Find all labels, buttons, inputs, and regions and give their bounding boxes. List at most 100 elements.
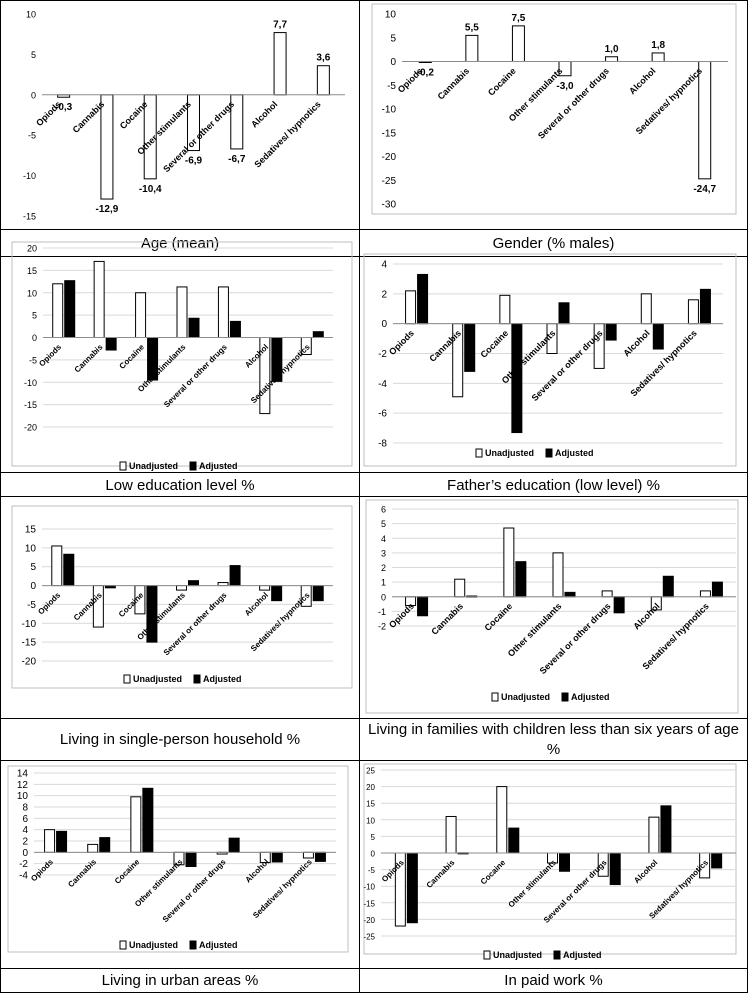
y-tick-label: 0 (381, 319, 387, 330)
y-tick-label: -8 (378, 439, 387, 450)
category-label: Other stimulants (506, 601, 564, 659)
adjusted-bar (188, 317, 200, 339)
unadjusted-bar (87, 843, 99, 853)
chart-frame (363, 253, 737, 467)
y-tick-label: 15 (25, 525, 37, 536)
adjusted-bar (63, 553, 75, 587)
legend-label-unadjusted: Unadjusted (133, 674, 182, 684)
bar-several-or-other-drugs (605, 56, 619, 62)
adjusted-bar (613, 596, 625, 614)
y-tick-label: 5 (30, 562, 36, 573)
y-tick-label: -15 (382, 128, 397, 139)
legend-label-adjusted: Adjusted (203, 674, 242, 684)
adjusted-bar (229, 565, 241, 587)
unadjusted-bar (503, 527, 515, 598)
legend-swatch-unadjusted (475, 448, 483, 458)
data-label: 3,6 (316, 53, 330, 64)
chart-panel-2: 10 5 0 -5 -10 -15 -20 -25 -30 -0,2 5,5 7,5 -3,0 1,0 1,… (371, 3, 737, 215)
category-label: Alcohol (627, 66, 657, 96)
y-tick-label: 5 (390, 33, 396, 44)
bar-cannabis (100, 94, 114, 200)
y-tick-label: -15 (22, 638, 37, 649)
caption-urban: Living in urban areas % (0, 968, 360, 993)
y-tick-label: 14 (17, 769, 29, 780)
adjusted-bar (312, 585, 324, 602)
category-label: Cannabis (436, 66, 472, 102)
y-tick-label: 4 (381, 534, 386, 544)
category-label: Cocaine (113, 857, 142, 886)
adjusted-bar (699, 288, 711, 325)
adjusted-bar (508, 827, 520, 854)
legend-label-unadjusted: Unadjusted (485, 448, 534, 458)
adjusted-bar (711, 852, 723, 869)
y-tick-label: 10 (26, 10, 36, 20)
y-tick-label: 0 (30, 581, 36, 592)
category-label: Cocaine (486, 66, 518, 98)
adjusted-bar (559, 852, 570, 872)
y-tick-label: -25 (382, 176, 397, 187)
category-label: Cannabis (425, 858, 457, 890)
y-tick-label: -5 (28, 131, 36, 141)
unadjusted-bar (648, 816, 660, 854)
y-tick-label: 0 (381, 592, 386, 602)
category-label: Cocaine (478, 328, 510, 360)
unadjusted-bar (640, 293, 652, 325)
chart-frame (363, 763, 737, 955)
y-tick-label: -5 (368, 866, 376, 875)
adjusted-bar (711, 581, 723, 598)
category-label: Opiods (396, 66, 425, 95)
category-label: Opiods (34, 99, 63, 128)
legend-label-unadjusted: Unadjusted (129, 461, 178, 471)
category-label: Alcohol (631, 601, 661, 631)
adjusted-bar (229, 320, 241, 339)
legend-swatch-adjusted (189, 461, 197, 471)
unadjusted-bar (51, 545, 63, 587)
y-tick-label: -4 (19, 871, 28, 882)
data-label: -10,4 (139, 184, 162, 195)
y-tick-label: -25 (363, 933, 375, 942)
adjusted-bar (64, 280, 76, 339)
y-tick-label: 2 (381, 289, 387, 300)
category-label: Alcohol (632, 858, 659, 885)
y-tick-label: 6 (22, 814, 28, 825)
category-label: Alcohol (244, 857, 271, 884)
data-label: -6,9 (185, 156, 203, 167)
y-tick-label: 8 (22, 803, 28, 814)
y-tick-label: 10 (366, 816, 375, 825)
legend-label-unadjusted: Unadjusted (493, 950, 542, 960)
legend-swatch-unadjusted (119, 461, 127, 471)
adjusted-bar (609, 852, 621, 886)
y-tick-label: 10 (385, 10, 397, 21)
unadjusted-bar (454, 578, 466, 598)
adjusted-bar (271, 585, 283, 602)
y-tick-label: 12 (17, 780, 29, 791)
y-tick-label: -30 (382, 200, 397, 211)
category-label: Cocaine (118, 342, 147, 371)
category-label: Cannabis (73, 342, 105, 374)
y-tick-label: -10 (22, 619, 37, 630)
y-tick-label: -5 (29, 355, 37, 365)
legend-swatch-unadjusted (483, 950, 491, 960)
unadjusted-bar (699, 590, 711, 598)
caption-gender: Gender (% males) (359, 229, 748, 257)
category-label: Opiods (37, 342, 63, 368)
cell-age-chart (0, 0, 360, 230)
legend-swatch-adjusted (561, 692, 569, 702)
adjusted-bar (652, 323, 664, 350)
y-tick-label: -15 (24, 400, 37, 410)
adjusted-bar (515, 561, 527, 598)
unadjusted-bar (687, 299, 699, 325)
y-tick-label: -1 (378, 607, 386, 617)
chart-frame (371, 3, 737, 215)
legend-swatch-adjusted (553, 950, 561, 960)
y-tick-label: -10 (363, 883, 375, 892)
legend-swatch-unadjusted (123, 674, 131, 684)
y-tick-label: -5 (27, 600, 36, 611)
unadjusted-bar (44, 829, 56, 853)
y-tick-label: 15 (27, 266, 37, 276)
legend-label-adjusted: Adjusted (571, 692, 610, 702)
